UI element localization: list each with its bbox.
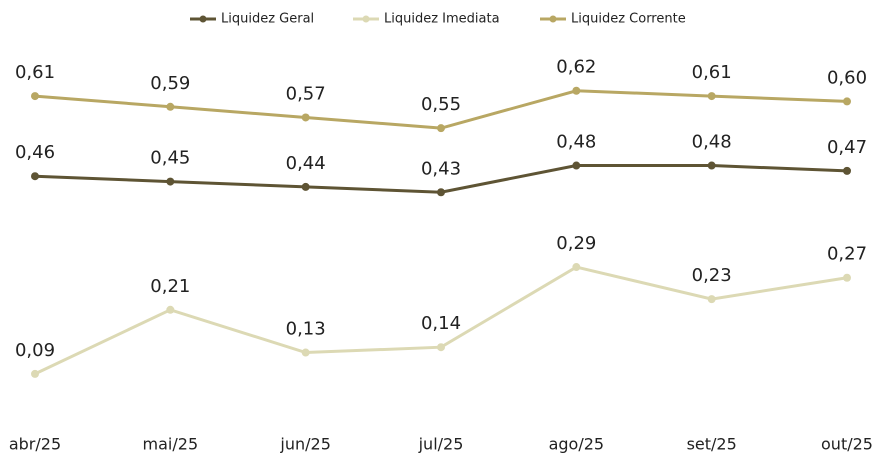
data-point	[707, 92, 716, 101]
data-label: 0,60	[827, 67, 867, 88]
data-label: 0,21	[150, 276, 190, 297]
data-label: 0,09	[15, 340, 55, 361]
data-label: 0,45	[150, 148, 190, 169]
x-tick-label: abr/25	[9, 435, 61, 454]
data-label: 0,13	[286, 319, 326, 340]
data-label: 0,61	[692, 62, 732, 83]
data-label: 0,44	[286, 153, 326, 174]
legend-label: Liquidez Geral	[221, 12, 314, 27]
data-point	[437, 188, 445, 197]
data-label: 0,23	[692, 265, 732, 286]
data-label: 0,62	[556, 57, 596, 78]
data-point	[301, 113, 310, 122]
data-point	[843, 166, 851, 175]
data-point	[707, 295, 716, 304]
data-point	[166, 305, 175, 314]
data-point	[31, 172, 39, 181]
data-point	[707, 161, 716, 170]
data-point	[843, 273, 851, 282]
data-point	[843, 97, 851, 106]
data-point	[437, 124, 445, 133]
data-label: 0,48	[692, 132, 732, 153]
x-tick-label: jun/25	[279, 435, 330, 454]
x-tick-label: jul/25	[418, 435, 464, 454]
data-label: 0,14	[421, 313, 461, 334]
data-label: 0,46	[15, 142, 55, 163]
data-point	[572, 263, 581, 272]
data-point	[31, 369, 39, 378]
legend-marker	[362, 15, 370, 23]
data-label: 0,47	[827, 137, 867, 158]
data-label: 0,57	[286, 83, 326, 104]
data-point	[166, 177, 175, 186]
x-tick-label: mai/25	[143, 435, 199, 454]
x-tick-label: out/25	[821, 435, 873, 454]
data-point	[31, 92, 39, 101]
data-point	[572, 86, 581, 95]
data-label: 0,43	[421, 158, 461, 179]
data-point	[301, 348, 310, 357]
data-label: 0,48	[556, 132, 596, 153]
data-label: 0,59	[150, 73, 190, 94]
data-label: 0,27	[827, 244, 867, 265]
x-tick-label: ago/25	[549, 435, 605, 454]
data-point	[437, 343, 445, 352]
data-point	[166, 102, 175, 111]
legend-marker	[549, 15, 557, 23]
data-label: 0,29	[556, 233, 596, 254]
data-point	[301, 182, 310, 191]
legend-marker	[199, 15, 207, 23]
data-label: 0,55	[421, 94, 461, 115]
legend-label: Liquidez Imediata	[384, 12, 500, 27]
data-label: 0,61	[15, 62, 55, 83]
x-tick-label: set/25	[687, 435, 737, 454]
legend-label: Liquidez Corrente	[571, 12, 686, 27]
data-point	[572, 161, 581, 170]
